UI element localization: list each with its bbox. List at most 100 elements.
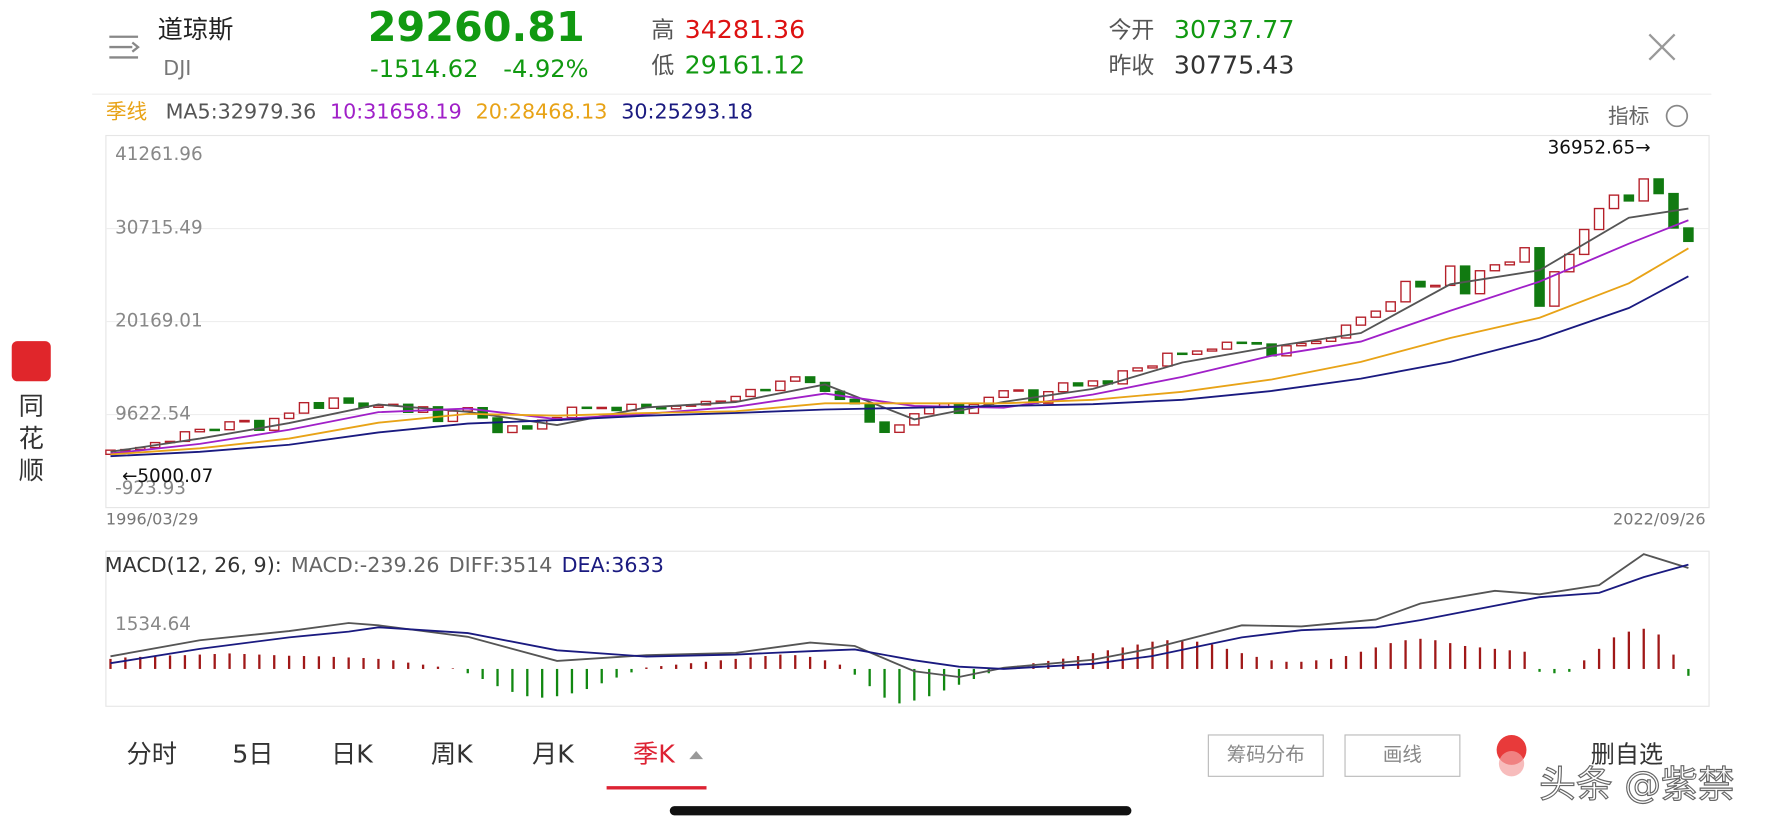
candle: [328, 397, 340, 409]
candle: [1504, 261, 1516, 266]
macd-bar: [1300, 661, 1303, 669]
macd-bar: [392, 660, 395, 669]
candle: [998, 390, 1009, 399]
tab-arrow: [689, 751, 704, 760]
tab[interactable]: 季K: [633, 740, 676, 769]
candle: [760, 388, 771, 392]
macd-bar: [808, 656, 812, 669]
macd-bar: [1210, 644, 1214, 669]
change: -1514.62: [370, 55, 478, 83]
macd-bar: [1106, 650, 1109, 669]
menu-icon[interactable]: [109, 35, 140, 59]
macd-bar: [942, 668, 946, 691]
macd-bar: [1449, 643, 1452, 669]
candle: [209, 428, 220, 432]
close-button[interactable]: [1648, 33, 1676, 61]
macd-bar: [541, 668, 544, 698]
macd-bar: [511, 668, 514, 692]
candle: [1549, 271, 1560, 307]
macd-bar: [1389, 643, 1392, 669]
macd-bar: [1166, 640, 1169, 669]
candle: [879, 421, 890, 434]
candle: [1430, 284, 1441, 288]
ma-line: [110, 247, 1689, 456]
macd-bar: [1181, 640, 1184, 669]
candle: [283, 412, 295, 420]
macd-bar: [1523, 651, 1526, 669]
ma-line: [110, 275, 1689, 458]
candle: [1459, 265, 1471, 295]
candle: [1340, 324, 1352, 339]
watchlist-button[interactable]: 删自选: [1591, 741, 1663, 769]
macd-bar: [570, 668, 574, 694]
tab[interactable]: 周K: [431, 740, 474, 769]
tool-button[interactable]: 筹码分布: [1227, 743, 1305, 766]
macd-bar: [1642, 628, 1645, 669]
macd-bar: [1329, 658, 1333, 669]
candle: [1564, 253, 1575, 273]
indicator-button[interactable]: 指标: [1608, 104, 1649, 128]
candle: [1117, 370, 1129, 385]
macd-bar: [1270, 660, 1273, 669]
macd-bar: [139, 656, 142, 669]
tab[interactable]: 月K: [532, 740, 575, 769]
watch-icon-shadow: [1498, 751, 1525, 777]
candle: [1206, 348, 1218, 352]
macd-bar: [764, 656, 767, 669]
candle: [432, 406, 444, 423]
macd-bar: [1032, 663, 1035, 669]
tool-button[interactable]: 画线: [1383, 743, 1422, 766]
macd-bar: [1657, 634, 1660, 669]
macd-bar: [779, 654, 782, 669]
macd-bar: [154, 656, 157, 669]
candle: [1087, 380, 1099, 387]
y-tick-label: 9622.54: [115, 404, 191, 425]
y-tick-label: 20169.01: [115, 311, 203, 332]
macd-bar: [183, 655, 187, 669]
macd-bar: [1136, 644, 1139, 669]
tab[interactable]: 5日: [232, 740, 273, 769]
candle: [298, 401, 310, 414]
macd-bar: [555, 668, 559, 697]
macd-bar: [347, 657, 350, 669]
tab[interactable]: 日K: [331, 740, 374, 769]
macd-bar: [407, 662, 410, 669]
candle: [1043, 390, 1054, 404]
macd-legend: DEA:3633: [562, 553, 664, 577]
macd-bar: [198, 654, 201, 669]
tab[interactable]: 分时: [127, 740, 178, 769]
prev-label: 昨收: [1108, 53, 1154, 79]
macd-bar: [1404, 640, 1407, 669]
candle: [402, 403, 414, 414]
macd-bar: [243, 654, 246, 669]
button-frame[interactable]: [1207, 734, 1324, 777]
app-icon[interactable]: [11, 341, 51, 382]
extreme-label: 36952.65→: [1548, 137, 1651, 158]
candle: [343, 397, 354, 404]
candle: [1385, 301, 1396, 312]
candle: [1221, 341, 1233, 350]
indicator-icon[interactable]: [1665, 104, 1689, 128]
macd-bar: [868, 668, 871, 687]
candle: [1296, 342, 1307, 347]
button-frame[interactable]: [1344, 734, 1461, 777]
macd-bar: [794, 655, 797, 669]
candle: [373, 404, 384, 408]
change-pct: -4.92%: [503, 55, 588, 83]
candle: [894, 424, 905, 434]
candle: [775, 380, 786, 392]
candle: [1162, 352, 1173, 367]
side-label: 花: [19, 424, 44, 453]
open-label: 今开: [1108, 18, 1154, 44]
macd-bar: [1597, 648, 1601, 669]
macd-bar: [615, 668, 618, 678]
macd-bar: [109, 658, 112, 669]
macd-bar: [302, 656, 306, 669]
high-label: 高: [651, 18, 674, 44]
macd-bar: [1508, 650, 1511, 669]
candle: [789, 376, 801, 382]
macd-bar: [1121, 647, 1124, 669]
candle: [1132, 367, 1143, 372]
candle: [507, 425, 518, 434]
candle: [1013, 389, 1024, 392]
